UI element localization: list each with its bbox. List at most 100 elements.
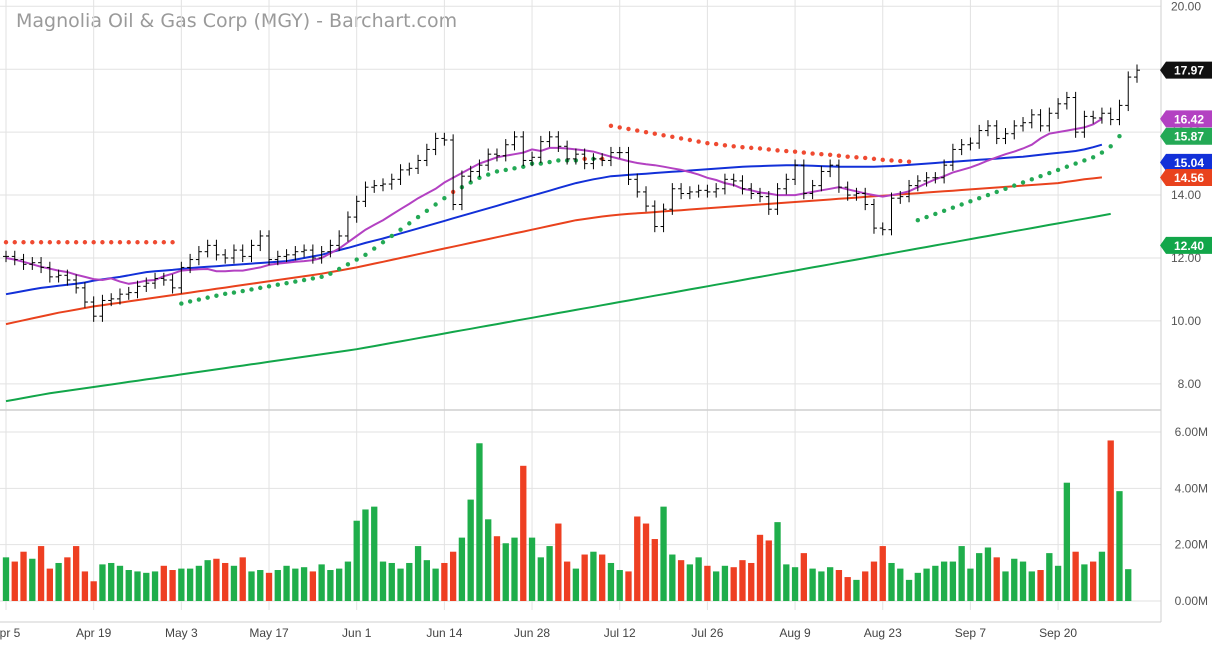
sar-dot	[1064, 164, 1070, 169]
volume-bar	[2, 557, 10, 601]
sar-dot	[941, 208, 947, 213]
volume-bar	[932, 565, 939, 601]
sar-dot	[1003, 186, 1008, 191]
volume-bar	[520, 465, 527, 601]
sar-dot	[38, 240, 44, 245]
sar-dot	[415, 214, 421, 220]
sar-dot	[319, 274, 324, 280]
volume-bar	[756, 534, 764, 601]
sar-dot	[766, 147, 771, 152]
y-tick-label: 20.00	[1171, 0, 1201, 13]
sar-dot	[696, 139, 701, 144]
volume-bar	[993, 557, 1000, 601]
sar-dot	[284, 280, 289, 286]
volume-bar	[458, 537, 466, 601]
sar-dot	[231, 290, 237, 295]
sar-dot	[705, 140, 710, 146]
x-tick-label: Sep 20	[1039, 626, 1077, 640]
volume-bar	[90, 581, 97, 601]
volume-bar	[292, 568, 299, 601]
volume-bar	[1098, 551, 1106, 601]
sar-dot	[924, 214, 929, 220]
sar-dot	[363, 252, 368, 258]
sar-dot	[336, 266, 342, 272]
volume-bar	[248, 571, 255, 601]
volume-bar	[116, 565, 124, 601]
sar-dot	[424, 208, 430, 213]
sar-dot	[854, 155, 859, 160]
sar-dot	[670, 134, 675, 140]
sar-dot	[801, 150, 807, 155]
volume-bar	[318, 564, 325, 601]
sar-dot	[547, 159, 552, 165]
badge-volume: 1.13M	[1174, 0, 1207, 3]
volume-bar	[371, 506, 378, 601]
volume-bar	[546, 546, 553, 601]
volume-bar	[651, 539, 658, 601]
sar-dot	[994, 189, 999, 195]
volume-bar	[274, 570, 281, 601]
sar-dot	[1020, 180, 1026, 185]
sar-dot	[678, 136, 684, 141]
sar-dot	[687, 137, 693, 143]
sar-dot	[880, 157, 885, 163]
volume-bar	[362, 509, 369, 601]
sar-dot	[240, 288, 245, 294]
sar-dot	[187, 299, 193, 304]
sar-dot	[73, 240, 79, 245]
sar-dot	[222, 291, 228, 297]
sar-dot	[775, 148, 780, 153]
sar-dot	[731, 144, 736, 149]
volume-bar	[555, 523, 562, 601]
volume-bar	[222, 562, 229, 601]
volume-bar	[791, 567, 799, 601]
sar-dot	[1012, 183, 1017, 188]
sar-dot	[757, 146, 763, 151]
sar-dot	[933, 211, 938, 217]
volume-bar	[388, 562, 395, 601]
sar-dot	[91, 240, 96, 245]
sar-dot	[205, 295, 210, 300]
volume-bar	[213, 558, 220, 601]
volume-bar	[169, 570, 176, 601]
sar-dot	[906, 159, 912, 164]
volume-bar	[72, 546, 80, 601]
volume-bar	[870, 561, 878, 601]
sar-dot	[82, 240, 88, 245]
volume-bar	[774, 522, 781, 601]
x-tick-label: Jun 28	[514, 626, 550, 640]
volume-bar	[616, 570, 623, 601]
sar-dot	[135, 240, 140, 245]
volume-bar	[607, 562, 615, 601]
sar-dot	[819, 151, 824, 157]
volume-bar	[37, 546, 45, 601]
badge-sma-50: 15.04	[1174, 156, 1204, 170]
badge-sma-200-bg	[1160, 236, 1212, 254]
volume-bar	[634, 516, 641, 601]
volume-bar	[905, 579, 913, 601]
badge-last-price-bg	[1160, 61, 1212, 79]
sar-dot	[784, 148, 789, 154]
volume-bar	[765, 540, 772, 601]
sar-dot	[985, 192, 991, 198]
volume-bar	[844, 577, 851, 601]
volume-bar	[511, 537, 518, 601]
volume-bar	[327, 570, 334, 601]
volume-bar	[493, 536, 501, 601]
volume-bar	[940, 561, 948, 601]
y-tick-label: 14.00	[1171, 188, 1201, 202]
volume-bar	[20, 551, 27, 601]
sar-dot	[713, 141, 719, 147]
sar-dot	[30, 240, 35, 245]
sar-dot	[442, 196, 447, 201]
sar-dot	[643, 129, 649, 135]
volume-bar	[1116, 491, 1123, 601]
volume-bar	[783, 564, 790, 601]
volume-bar	[1037, 570, 1044, 601]
volume-bar	[1107, 440, 1114, 601]
volume-bar	[160, 565, 167, 601]
volume-bar	[151, 571, 159, 601]
volume-bar	[958, 546, 965, 601]
sar-dot	[214, 293, 219, 298]
